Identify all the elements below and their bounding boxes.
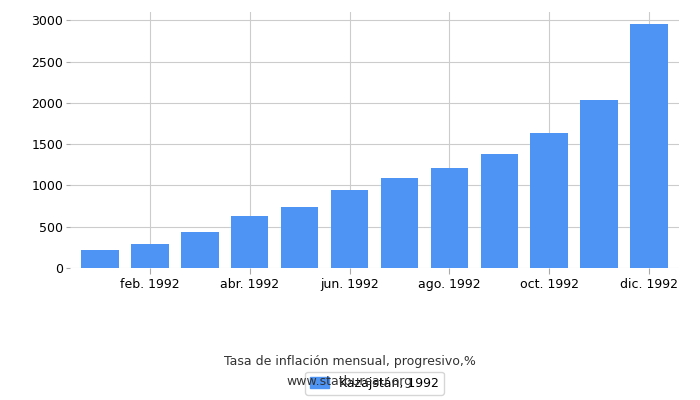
Bar — [531, 132, 568, 268]
Bar — [181, 232, 218, 268]
Bar — [281, 207, 318, 268]
Bar — [630, 24, 668, 268]
Bar — [580, 100, 618, 268]
Bar — [481, 154, 518, 268]
Bar — [331, 190, 368, 268]
Text: www.statbureau.org: www.statbureau.org — [287, 376, 413, 388]
Legend: Kazajstán, 1992: Kazajstán, 1992 — [305, 372, 444, 395]
Bar — [430, 168, 468, 268]
Bar — [231, 216, 268, 268]
Bar — [381, 178, 418, 268]
Bar — [81, 250, 119, 268]
Bar — [131, 244, 169, 268]
Text: Tasa de inflación mensual, progresivo,%: Tasa de inflación mensual, progresivo,% — [224, 356, 476, 368]
